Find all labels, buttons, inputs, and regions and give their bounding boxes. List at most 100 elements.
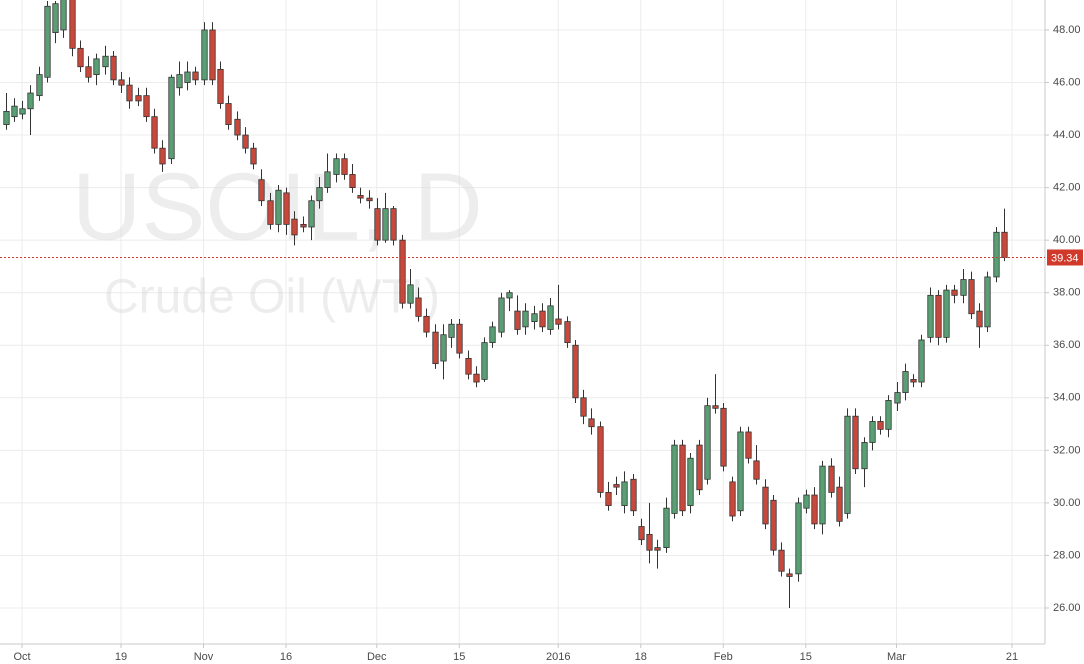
candle-body (448, 323, 455, 338)
candle-body (407, 284, 414, 304)
y-tick-label: 44.00 (1053, 129, 1081, 141)
candle-body (844, 415, 851, 514)
candle-body (597, 426, 604, 493)
candle-body (44, 5, 51, 78)
candle-body (696, 444, 703, 491)
candle-body (423, 315, 430, 333)
candle-body (209, 29, 216, 81)
x-tick-label: Dec (367, 651, 387, 663)
candle-body (531, 313, 538, 323)
candle-body (374, 208, 381, 241)
candle-body (555, 318, 562, 325)
y-tick-label: 40.00 (1053, 234, 1081, 246)
candle-body (877, 421, 884, 430)
candle-body (679, 444, 686, 512)
candle-body (498, 297, 505, 333)
candle-body (861, 442, 868, 470)
x-tick-label: 18 (635, 651, 647, 663)
candle-body (250, 147, 257, 165)
candle-body (753, 460, 760, 480)
y-tick-label: 38.00 (1053, 287, 1081, 299)
y-tick-label: 28.00 (1053, 549, 1081, 561)
candle-body (588, 418, 595, 428)
x-tick-label: Mar (887, 651, 906, 663)
candle-body (85, 66, 92, 78)
y-tick-label: 46.00 (1053, 76, 1081, 88)
candle-body (52, 3, 59, 33)
candle-body (630, 478, 637, 512)
candle-body (993, 231, 1000, 278)
candle-body (143, 95, 150, 118)
candle-body (902, 371, 909, 393)
candle-body (654, 547, 661, 551)
candle-body (291, 218, 298, 236)
candle-body (324, 171, 331, 189)
candle-body (506, 292, 513, 299)
candle-body (745, 431, 752, 459)
candle-body (440, 334, 447, 362)
candle-body (60, 0, 67, 31)
candle-body (737, 431, 744, 512)
candles (3, 0, 1008, 609)
candle-body (795, 502, 802, 575)
candle-body (663, 507, 670, 548)
candle-body (473, 373, 480, 383)
candle-body (126, 84, 133, 102)
candle-body (465, 357, 472, 375)
candle-body (415, 297, 422, 317)
candle-body (456, 323, 463, 354)
candle-body (151, 116, 158, 149)
candle-body (976, 310, 983, 328)
candle-body (3, 111, 10, 125)
candle-body (357, 195, 364, 199)
candle-body (869, 421, 876, 443)
candle-body (489, 326, 496, 344)
candle-body (283, 192, 290, 225)
x-tick-label: 19 (115, 651, 127, 663)
candle-body (168, 76, 175, 160)
candle-body (885, 400, 892, 430)
candle-body (613, 484, 620, 488)
candle-body (36, 74, 43, 97)
candle-body (308, 200, 315, 228)
candle-body (349, 174, 356, 189)
candle-body (778, 549, 785, 572)
candle-body (275, 189, 282, 225)
candle-body (19, 108, 26, 115)
candle-body (852, 415, 859, 470)
candle-body (638, 526, 645, 541)
watermark-subtitle: Crude Oil (WTI) (104, 271, 440, 324)
candle-body (894, 392, 901, 404)
y-tick-label: 36.00 (1053, 339, 1081, 351)
y-tick-label: 32.00 (1053, 444, 1081, 456)
candle-body (720, 407, 727, 467)
candle-body (564, 321, 571, 344)
candle-body (687, 457, 694, 506)
candle-body (836, 486, 843, 522)
candle-body (910, 379, 917, 383)
candle-body (522, 310, 529, 328)
candle-body (918, 339, 925, 383)
candle-body (1001, 231, 1008, 258)
candle-body (234, 118, 241, 136)
y-tick-label: 48.00 (1053, 24, 1081, 36)
candle-body (951, 289, 958, 296)
candle-body (382, 208, 389, 241)
candle-body (786, 573, 793, 577)
candle-body (729, 481, 736, 517)
candle-body (341, 158, 348, 175)
x-tick-label: 15 (453, 651, 465, 663)
candle-body (572, 344, 579, 399)
candle-body (828, 465, 835, 493)
candle-body (225, 103, 232, 125)
candle-body (646, 534, 653, 551)
candle-body (762, 486, 769, 525)
candle-body (712, 405, 719, 409)
candle-body (69, 0, 76, 49)
y-tick-label: 26.00 (1053, 602, 1081, 614)
candle-body (621, 481, 628, 506)
candle-body (176, 74, 183, 89)
x-tick-label: 21 (1006, 651, 1018, 663)
candle-body (390, 208, 397, 241)
